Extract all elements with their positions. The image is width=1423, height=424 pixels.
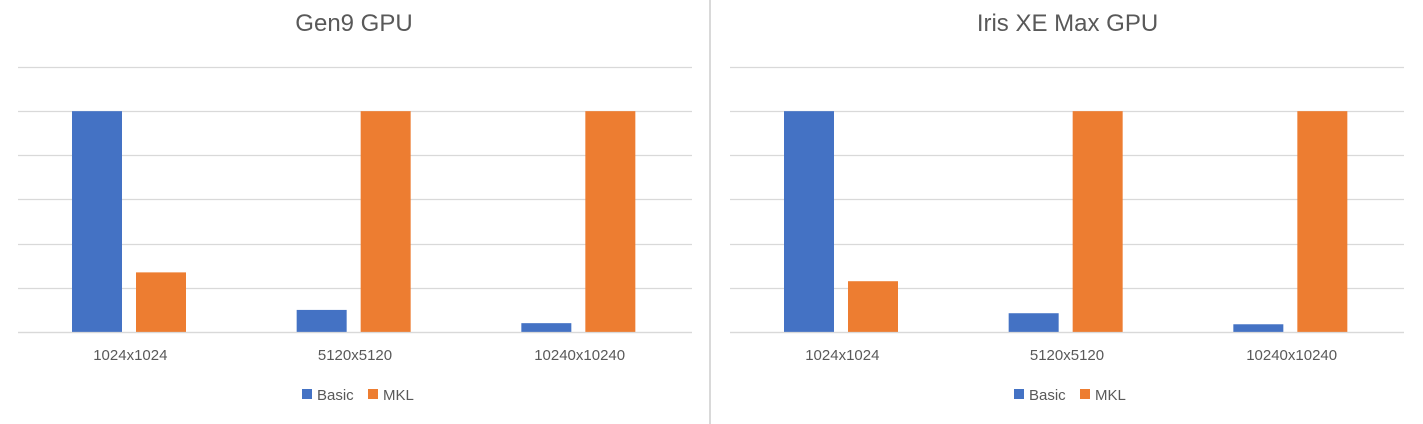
x-tick-label: 5120x5120: [318, 347, 392, 364]
bar-basic-5120x5120: [1008, 313, 1059, 332]
legend: Basic MKL: [302, 387, 414, 404]
legend-swatch-basic: [302, 389, 312, 399]
bar-mkl-10240x10240: [585, 111, 636, 333]
legend-swatch-mkl: [1080, 389, 1090, 399]
chart-title: Gen9 GPU: [295, 10, 413, 37]
bar-mkl-10240x10240: [1297, 111, 1348, 333]
bar-basic-10240x10240: [521, 323, 572, 332]
chart-title: Iris XE Max GPU: [976, 10, 1159, 37]
x-tick-label: 10240x10240: [1246, 347, 1337, 364]
bar-basic-1024x1024: [784, 111, 834, 333]
bar-mkl-1024x1024: [848, 281, 898, 332]
panel-divider: [709, 0, 711, 424]
legend-swatch-mkl: [368, 389, 378, 399]
bar-basic-5120x5120: [296, 309, 347, 332]
chart-panel-iris-xe-max: Iris XE Max GPU 1024x1024 5120x5120 10240x…: [712, 0, 1423, 424]
bar-mkl-1024x1024: [136, 272, 186, 332]
bar-basic-1024x1024: [72, 111, 122, 333]
legend: Basic MKL: [1014, 387, 1126, 404]
x-tick-label: 1024x1024: [93, 347, 167, 364]
bar-mkl-5120x5120: [360, 111, 411, 333]
x-tick-label: 1024x1024: [805, 347, 879, 364]
legend-label-basic: Basic: [1029, 387, 1066, 404]
chart-plot: 1024x1024 5120x5120 10240x10240 Basic MKL: [730, 66, 1404, 404]
x-tick-label: 5120x5120: [1030, 347, 1104, 364]
legend-label-mkl: MKL: [383, 387, 414, 404]
legend-swatch-basic: [1014, 389, 1024, 399]
legend-label-basic: Basic: [317, 387, 354, 404]
legend-label-mkl: MKL: [1095, 387, 1126, 404]
chart-panel-gen9: Gen9 GPU 1024x1024 5120x5120 10240x10240 Ba…: [0, 0, 708, 424]
x-tick-label: 10240x10240: [534, 347, 625, 364]
bar-mkl-5120x5120: [1072, 111, 1123, 333]
chart-plot: 1024x1024 5120x5120 10240x10240 Basic MKL: [18, 66, 692, 404]
bar-basic-10240x10240: [1233, 324, 1284, 332]
